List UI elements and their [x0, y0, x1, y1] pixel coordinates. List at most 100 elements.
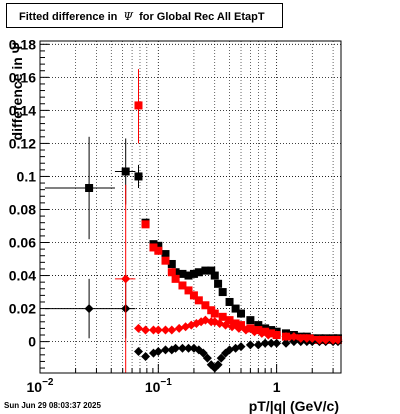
x-tick-label: 10−1 — [145, 377, 172, 395]
y-tick-label: 0.18 — [9, 36, 36, 52]
x-tick-base: 10 — [27, 379, 43, 395]
data-point — [237, 309, 246, 318]
data-point — [289, 332, 299, 342]
x-tick-base: 1 — [273, 379, 281, 395]
data-marks — [44, 69, 343, 373]
x-axis-label: pT/|q| (GeV/c) — [249, 398, 339, 414]
series-2 — [44, 278, 343, 373]
data-point — [241, 325, 251, 335]
data-point — [154, 241, 163, 250]
x-tick-exponent: −2 — [42, 377, 54, 388]
y-tick-label: 0.02 — [9, 301, 36, 317]
data-point — [225, 297, 234, 306]
data-point — [178, 269, 187, 278]
data-point — [178, 281, 187, 290]
data-point — [266, 338, 276, 348]
y-tick-label: 0.06 — [9, 235, 36, 251]
data-point — [177, 343, 187, 353]
data-point — [141, 220, 150, 229]
data-point — [121, 167, 130, 176]
data-point — [261, 327, 270, 336]
data-point — [201, 266, 210, 275]
data-point — [333, 335, 343, 345]
data-point — [194, 268, 203, 277]
axis-ticks: 10−2 10−1 100.020.040.060.080.10.120.140.1… — [9, 36, 334, 395]
data-point — [153, 325, 163, 335]
data-point — [231, 304, 240, 313]
data-point — [281, 338, 291, 348]
data-point — [161, 256, 170, 265]
data-point — [148, 325, 158, 335]
data-point — [160, 345, 170, 355]
data-point — [221, 320, 231, 330]
data-point — [281, 332, 291, 342]
data-point — [84, 304, 94, 314]
x-tick-label: 1 — [273, 379, 281, 395]
y-tick-label: 0.08 — [9, 201, 36, 217]
data-point — [234, 323, 244, 333]
data-point — [245, 340, 255, 350]
data-point — [202, 353, 212, 363]
title-prefix: Fitted difference in — [19, 11, 118, 23]
data-point — [85, 184, 94, 193]
data-point — [263, 330, 273, 340]
data-point — [189, 291, 198, 300]
data-point — [134, 101, 143, 110]
data-point — [218, 312, 227, 321]
y-axis-label: difference in Ψ — [9, 42, 25, 140]
data-point — [149, 243, 158, 252]
data-point — [161, 250, 170, 259]
data-point — [272, 338, 282, 348]
data-point — [189, 269, 198, 278]
data-point — [133, 323, 143, 333]
data-point — [207, 266, 216, 275]
data-point — [167, 259, 176, 268]
data-point — [167, 268, 176, 277]
data-point — [267, 329, 276, 338]
data-point — [218, 288, 227, 297]
data-point — [153, 347, 163, 357]
data-point — [154, 246, 163, 255]
x-tick-exponent: −1 — [160, 377, 172, 388]
data-point — [237, 321, 246, 330]
x-tick-base: 10 — [145, 379, 161, 395]
data-point — [174, 323, 184, 333]
data-point — [210, 271, 219, 280]
data-point — [210, 309, 219, 318]
data-point — [141, 325, 151, 335]
plot-frame — [39, 40, 342, 374]
data-point — [257, 328, 267, 338]
data-point — [328, 335, 338, 345]
data-point — [272, 330, 282, 340]
data-point — [225, 316, 234, 325]
data-point — [171, 343, 181, 353]
data-point — [141, 351, 151, 361]
data-point — [254, 321, 263, 330]
data-point — [184, 286, 193, 295]
data-point — [194, 296, 203, 305]
data-point — [260, 338, 270, 348]
y-tick-label: 0.1 — [17, 168, 37, 184]
data-point — [227, 322, 237, 332]
data-point — [167, 325, 177, 335]
data-point — [314, 335, 324, 345]
y-tick-label: 0.16 — [9, 69, 36, 85]
data-point — [321, 335, 331, 345]
data-point — [246, 316, 255, 325]
data-point — [296, 333, 306, 343]
data-point — [121, 274, 131, 284]
title-symbol: Ψ — [123, 10, 134, 23]
data-point — [254, 326, 263, 335]
data-point — [216, 353, 226, 363]
data-point — [302, 333, 312, 343]
data-point — [289, 337, 299, 347]
y-tick-label: 0.12 — [9, 135, 36, 151]
data-point — [184, 271, 193, 280]
data-point — [134, 172, 143, 181]
data-point — [133, 347, 143, 357]
axis-labels: pT/|q| (GeV/c) difference in Ψ — [9, 42, 339, 414]
data-point — [214, 279, 223, 288]
data-point — [307, 333, 317, 343]
series-3 — [114, 184, 343, 373]
data-point — [201, 301, 210, 310]
